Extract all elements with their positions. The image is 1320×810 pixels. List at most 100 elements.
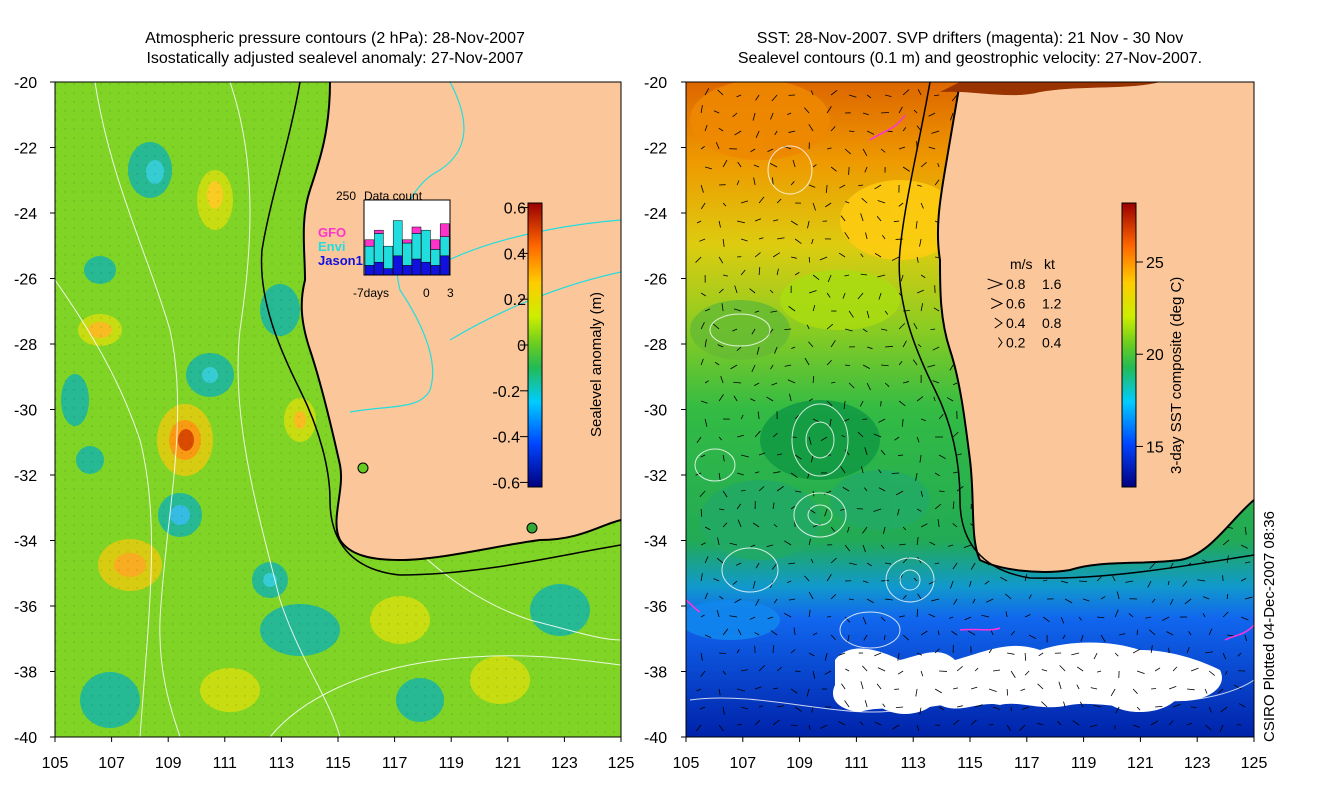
inset-ymax-label: 250 (336, 189, 356, 203)
lat-label: -32 (14, 468, 37, 485)
velocity-arrow (1132, 724, 1140, 728)
velocity-arrow (736, 472, 744, 476)
lon-label: 119 (438, 755, 464, 772)
velocity-arrow (808, 398, 814, 402)
velocity-arrow (770, 310, 778, 313)
velocity-arrow (885, 598, 893, 601)
velocity-arrow (950, 580, 954, 589)
velocity-arrow (864, 447, 868, 456)
velocity-arrow (930, 328, 936, 331)
velocity-arrow (804, 575, 810, 582)
velocity-arrow (722, 670, 727, 675)
velocity-arrow (984, 580, 990, 585)
velocity-arrow (700, 652, 703, 661)
velocity-arrow (963, 544, 972, 548)
velocity-arrow (894, 436, 900, 441)
velocity-arrow (758, 486, 765, 492)
velocity-arrow (1089, 724, 1098, 728)
velocity-arrow (897, 652, 900, 661)
velocity-arrow (812, 632, 818, 636)
velocity-arrow (952, 719, 960, 726)
inset-bar (439, 255, 450, 276)
velocity-arrow (934, 648, 940, 654)
velocity-arrow (736, 562, 742, 566)
velocity-arrow (986, 598, 994, 603)
velocity-arrow (784, 540, 792, 546)
velocity-arrow (811, 706, 814, 713)
velocity-arrow (826, 106, 832, 114)
velocity-arrow (1096, 576, 1102, 582)
velocity-arrow (859, 400, 864, 407)
velocity-arrow (891, 256, 900, 261)
velocity-arrow (899, 543, 906, 546)
velocity-arrow (825, 202, 832, 208)
velocity-arrow (881, 579, 889, 582)
lon-label: 117 (1014, 755, 1040, 772)
velocity-arrow (700, 573, 703, 582)
velocity-arrow (1168, 685, 1177, 690)
velocity-arrow (840, 508, 846, 511)
sst-patches (686, 82, 960, 640)
velocity-arrow (901, 418, 904, 427)
velocity-arrow (1072, 720, 1080, 726)
velocity-arrow (878, 469, 882, 474)
velocity-arrow (755, 94, 760, 101)
lat-label: -26 (14, 272, 37, 289)
velocity-arrow (794, 454, 802, 460)
velocity-arrow (1190, 667, 1199, 672)
velocity-arrow (952, 523, 958, 528)
velocity-arrow (719, 595, 724, 600)
velocity-arrow (1219, 724, 1224, 732)
velocity-arrow (951, 630, 958, 636)
inset-x-label-start: -7days (353, 286, 389, 300)
lat-label: -40 (14, 730, 37, 747)
lat-label: -20 (14, 75, 37, 92)
velocity-arrow (913, 323, 918, 330)
velocity-arrow (772, 562, 778, 570)
velocity-arrow (718, 220, 721, 228)
inset-bar (383, 245, 394, 269)
velocity-arrow (1038, 652, 1044, 657)
velocity-arrow (804, 357, 810, 366)
right-title-line1: SST: 28-Nov-2007. SVP drifters (magenta)… (756, 30, 1184, 47)
velocity-arrow (881, 111, 890, 114)
velocity-arrow (767, 616, 774, 620)
velocity-arrow (950, 112, 954, 121)
velocity-arrow (898, 361, 903, 366)
velocity-arrow (773, 471, 781, 474)
velocity-arrow (931, 598, 940, 602)
velocity-arrow (827, 274, 832, 283)
velocity-arrow (1145, 616, 1152, 619)
velocity-arrow (752, 580, 756, 589)
speed-legend-ms: 0.8 (1006, 276, 1026, 292)
velocity-arrow (700, 292, 707, 297)
velocity-arrow (1238, 703, 1246, 708)
lon-label: 125 (1241, 755, 1268, 772)
velocity-arrow (881, 328, 888, 331)
velocity-arrow (718, 288, 724, 294)
velocity-arrow (974, 704, 983, 708)
velocity-arrow (1233, 684, 1242, 690)
velocity-arrow (1100, 596, 1106, 600)
velocity-arrow (752, 522, 760, 528)
lat-label: -24 (644, 206, 667, 223)
sst-colorbar-label: 3-day SST composite (deg C) (1168, 276, 1185, 474)
velocity-arrow (949, 364, 954, 371)
lat-label: -28 (644, 337, 667, 354)
velocity-arrow (863, 634, 868, 641)
speed-legend-kt: 1.6 (1042, 276, 1062, 292)
velocity-arrow (722, 628, 729, 636)
velocity-arrow (770, 630, 778, 636)
velocity-arrow (696, 688, 702, 692)
velocity-arrow (812, 202, 816, 211)
velocity-arrow (733, 395, 738, 402)
velocity-arrow (902, 526, 907, 531)
velocity-arrow (776, 666, 783, 672)
velocity-arrow (718, 256, 724, 264)
velocity-arrow (741, 454, 749, 458)
velocity-arrow (737, 519, 742, 528)
velocity-arrow (844, 449, 850, 456)
velocity-arrow (830, 557, 837, 564)
velocity-arrow (1132, 688, 1138, 694)
velocity-arrow (1154, 667, 1161, 672)
